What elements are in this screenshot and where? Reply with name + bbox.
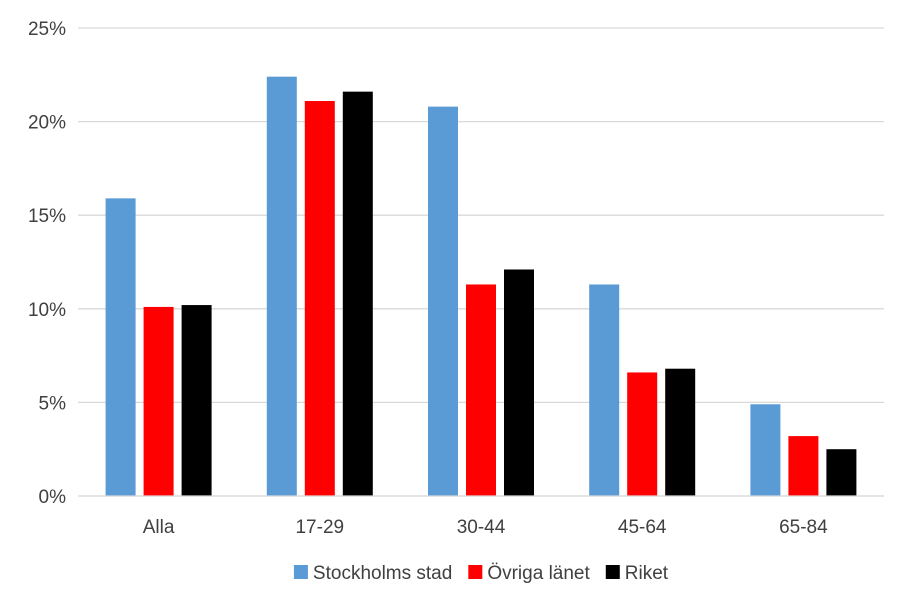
- bar--vriga-l-net-30-44: [466, 284, 496, 496]
- legend-swatch: [293, 565, 308, 579]
- bar--vriga-l-net-45-64: [627, 372, 658, 496]
- bar-riket-Alla: [181, 305, 212, 496]
- y-tick-label: 20%: [28, 113, 66, 134]
- x-tick-label: 30-44: [457, 517, 506, 538]
- bar--vriga-l-net-Alla: [143, 306, 174, 496]
- bar-stockholms-stad-17-29: [266, 76, 297, 496]
- bar--vriga-l-net-65-84: [788, 436, 819, 496]
- legend: Stockholms stad Övriga länet Riket: [293, 563, 669, 584]
- legend-label: Riket: [625, 563, 669, 584]
- x-axis: Alla 17-29 30-44 45-64 65-84: [78, 495, 884, 538]
- bar-riket-45-64: [665, 368, 696, 496]
- legend-item: Övriga länet: [468, 563, 590, 584]
- bar-stockholms-stad-65-84: [750, 404, 781, 496]
- y-tick-label: 5%: [39, 393, 67, 414]
- legend-label: Övriga länet: [487, 563, 590, 584]
- bar-stockholms-stad-30-44: [428, 106, 458, 497]
- bar-stockholms-stad-45-64: [589, 284, 620, 496]
- x-tick-label: Alla: [143, 517, 175, 538]
- y-tick-label: 15%: [28, 206, 66, 227]
- legend-swatch: [605, 565, 620, 579]
- bar--vriga-l-net-17-29: [304, 101, 335, 497]
- bars: [105, 76, 857, 497]
- y-tick-label: 25%: [28, 19, 66, 40]
- x-tick-label: 17-29: [295, 517, 344, 538]
- y-tick-label: 0%: [39, 487, 67, 508]
- x-tick-label: 45-64: [618, 517, 667, 538]
- bar-stockholms-stad-Alla: [105, 198, 136, 497]
- y-tick-label: 10%: [28, 300, 66, 321]
- y-axis: 0% 5% 10% 15% 20% 25%: [28, 19, 66, 508]
- legend-item: Riket: [605, 563, 669, 584]
- legend-label: Stockholms stad: [313, 563, 452, 584]
- bar-riket-17-29: [342, 91, 373, 496]
- x-tick-label: 65-84: [779, 517, 828, 538]
- legend-swatch: [468, 565, 483, 579]
- legend-item: Stockholms stad: [293, 563, 452, 584]
- bar-riket-30-44: [504, 269, 534, 496]
- bar-riket-65-84: [826, 449, 857, 496]
